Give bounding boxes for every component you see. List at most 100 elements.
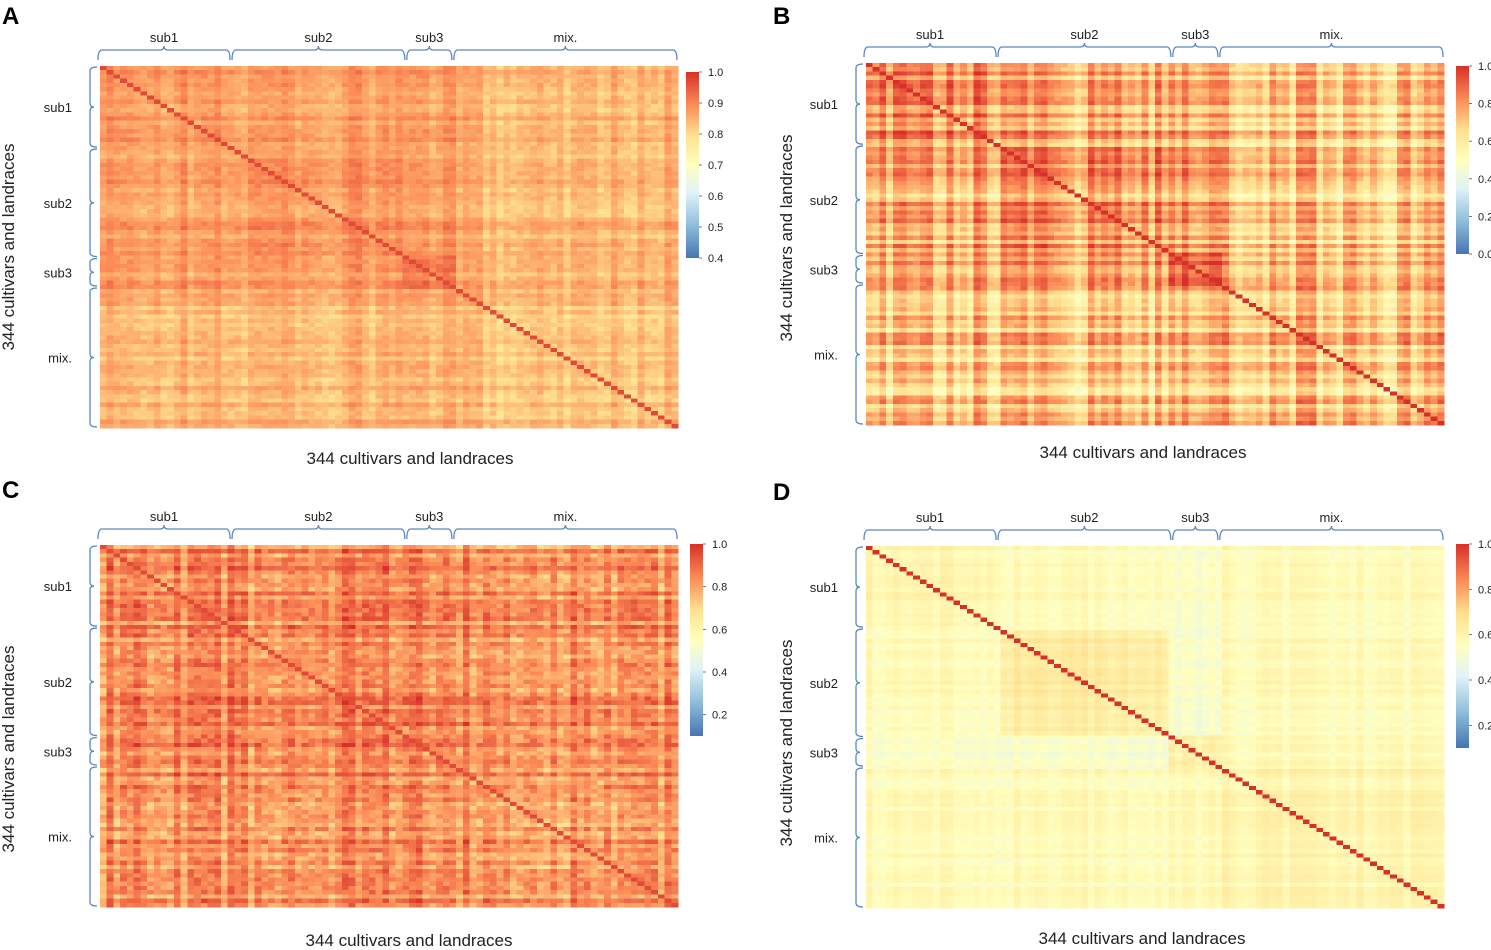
heatmap-cell xyxy=(523,146,530,151)
heatmap-cell xyxy=(201,117,208,122)
heatmap-cell xyxy=(463,95,470,100)
heatmap-cell xyxy=(631,125,638,130)
heatmap-cell xyxy=(107,83,114,88)
heatmap-cell xyxy=(174,142,181,147)
heatmap-cell xyxy=(402,66,409,71)
heatmap-cell xyxy=(295,104,302,109)
heatmap-cell xyxy=(470,66,477,71)
heatmap-cell xyxy=(154,83,161,88)
heatmap-cell xyxy=(490,150,497,155)
heatmap-cell xyxy=(497,121,504,126)
heatmap-cell xyxy=(456,112,463,117)
heatmap-cell xyxy=(322,125,329,130)
heatmap-cell xyxy=(584,95,591,100)
heatmap-cell xyxy=(181,138,188,143)
heatmap-cell xyxy=(234,83,241,88)
heatmap-cell xyxy=(463,117,470,122)
heatmap-cell xyxy=(288,100,295,105)
heatmap-cell xyxy=(443,138,450,143)
heatmap-cell xyxy=(268,150,275,155)
heatmap-cell xyxy=(530,66,537,71)
heatmap-cell xyxy=(255,104,262,109)
heatmap-cell xyxy=(396,150,403,155)
heatmap-cell xyxy=(302,104,309,109)
heatmap-cell xyxy=(214,154,221,159)
heatmap-cell xyxy=(248,95,255,100)
heatmap-cell xyxy=(618,138,625,143)
heatmap-cell xyxy=(497,70,504,75)
heatmap-cell xyxy=(463,100,470,105)
heatmap-cell xyxy=(268,138,275,143)
heatmap-cell xyxy=(275,104,282,109)
heatmap-cell xyxy=(631,133,638,138)
heatmap-cell xyxy=(167,66,174,71)
heatmap-cell xyxy=(355,104,362,109)
heatmap-cell xyxy=(644,87,651,92)
heatmap-cell xyxy=(658,146,665,151)
heatmap-cell xyxy=(234,121,241,126)
heatmap-cell xyxy=(335,74,342,79)
heatmap-cell xyxy=(154,74,161,79)
heatmap-cell xyxy=(651,79,658,84)
heatmap-cell xyxy=(429,95,436,100)
heatmap-cell xyxy=(194,138,201,143)
heatmap-cell xyxy=(281,83,288,88)
heatmap-cell xyxy=(234,104,241,109)
heatmap-cell xyxy=(611,112,618,117)
heatmap-cell xyxy=(369,100,376,105)
heatmap-cell xyxy=(396,91,403,96)
heatmap-cell xyxy=(503,74,510,79)
heatmap-cell xyxy=(201,79,208,84)
heatmap-cell xyxy=(624,79,631,84)
heatmap-cell xyxy=(470,95,477,100)
heatmap-cell xyxy=(234,74,241,79)
heatmap-cell xyxy=(463,87,470,92)
heatmap-cell xyxy=(449,87,456,92)
heatmap-cell xyxy=(255,95,262,100)
heatmap-cell xyxy=(416,142,423,147)
heatmap-cell xyxy=(134,150,141,155)
heatmap-cell xyxy=(671,112,678,117)
heatmap-cell xyxy=(335,133,342,138)
heatmap-cell xyxy=(456,133,463,138)
heatmap-cell xyxy=(120,83,127,88)
heatmap-cell xyxy=(470,146,477,151)
heatmap-cell xyxy=(577,100,584,105)
heatmap-cell xyxy=(510,79,517,84)
heatmap-cell xyxy=(288,104,295,109)
heatmap-cell xyxy=(665,129,672,134)
heatmap-cell xyxy=(429,142,436,147)
heatmap-cell xyxy=(624,83,631,88)
heatmap-cell xyxy=(308,70,315,75)
heatmap-cell xyxy=(570,142,577,147)
heatmap-cell xyxy=(597,74,604,79)
heatmap-cell xyxy=(476,129,483,134)
heatmap-cell xyxy=(624,66,631,71)
heatmap-cell xyxy=(604,133,611,138)
heatmap-cell xyxy=(550,91,557,96)
heatmap-cell xyxy=(584,125,591,130)
heatmap-cell xyxy=(154,70,161,75)
heatmap-cell xyxy=(308,112,315,117)
heatmap-cell xyxy=(214,91,221,96)
heatmap-cell xyxy=(376,138,383,143)
heatmap-cell xyxy=(107,154,114,159)
heatmap-cell xyxy=(644,95,651,100)
heatmap-cell xyxy=(651,129,658,134)
heatmap-cell xyxy=(584,83,591,88)
heatmap-cell xyxy=(396,104,403,109)
heatmap-cell xyxy=(550,100,557,105)
heatmap-cell xyxy=(228,138,235,143)
heatmap-cell xyxy=(288,70,295,75)
heatmap-cell xyxy=(160,138,167,143)
heatmap-cell xyxy=(618,74,625,79)
heatmap-cell xyxy=(355,108,362,113)
heatmap-cell xyxy=(234,146,241,151)
heatmap-cell xyxy=(382,108,389,113)
heatmap-cell xyxy=(140,133,147,138)
heatmap-cell xyxy=(456,142,463,147)
heatmap-cell xyxy=(631,146,638,151)
heatmap-cell xyxy=(456,125,463,130)
heatmap-cell xyxy=(671,104,678,109)
heatmap-cell xyxy=(564,70,571,75)
